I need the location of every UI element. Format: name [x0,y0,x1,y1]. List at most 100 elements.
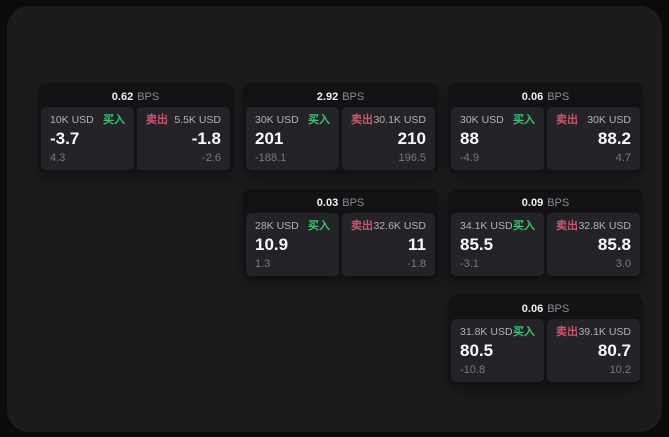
buy-label: 买入 [103,114,125,126]
buy-panel: 34.1K USD 买入 85.5 -3.1 [451,213,544,276]
buy-label: 买入 [308,220,330,232]
bps-value: 0.06 [521,90,544,103]
quote-panels: 31.8K USD 买入 80.5 -10.8 卖出 39.1K USD 80.… [451,319,640,382]
quote-card[interactable]: 0.06 BPS 31.8K USD 买入 80.5 -10.8 卖出 39.1… [448,295,643,385]
sell-value: -1.8 [191,129,221,148]
bps-value: 0.03 [316,196,339,209]
buy-top-row: 31.8K USD 买入 [460,326,535,338]
sell-top-row: 卖出 32.8K USD [556,220,631,232]
sell-delta: -1.8 [407,258,426,270]
sell-panel: 卖出 30.1K USD 210 196.5 [342,107,435,170]
buy-amount: 34.1K USD [460,220,513,232]
buy-panel: 31.8K USD 买入 80.5 -10.8 [451,319,544,382]
sell-top-row: 卖出 39.1K USD [556,326,631,338]
buy-label: 买入 [513,326,535,338]
card-header: 0.06 BPS [451,298,640,319]
quote-cards-grid: 0.62 BPS 10K USD 买入 -3.7 4.3 卖出 5.5K USD… [38,83,643,385]
buy-label: 买入 [308,114,330,126]
sell-label: 卖出 [556,114,578,126]
sell-value: 80.7 [597,341,631,360]
sell-amount: 32.6K USD [373,220,426,232]
card-header: 0.03 BPS [246,192,435,213]
quote-card[interactable]: 0.62 BPS 10K USD 买入 -3.7 4.3 卖出 5.5K USD… [38,83,233,173]
sell-value: 210 [397,129,426,148]
sell-amount: 30K USD [587,114,631,126]
buy-top-row: 34.1K USD 买入 [460,220,535,232]
quote-panels: 34.1K USD 买入 85.5 -3.1 卖出 32.8K USD 85.8… [451,213,640,276]
sell-label: 卖出 [556,326,578,338]
buy-amount: 28K USD [255,220,299,232]
buy-value: 85.5 [460,235,494,254]
sell-label: 卖出 [351,220,373,232]
sell-panel: 卖出 32.6K USD 11 -1.8 [342,213,435,276]
sell-top-row: 卖出 32.6K USD [351,220,426,232]
buy-delta: -3.1 [460,258,479,270]
quote-card[interactable]: 0.06 BPS 30K USD 买入 88 -4.9 卖出 30K USD 8… [448,83,643,173]
buy-panel: 30K USD 买入 88 -4.9 [451,107,544,170]
bps-value: 0.62 [111,90,134,103]
quote-card[interactable]: 0.09 BPS 34.1K USD 买入 85.5 -3.1 卖出 32.8K… [448,189,643,279]
sell-label: 卖出 [146,114,168,126]
sell-delta: 10.2 [609,364,631,376]
buy-amount: 30K USD [255,114,299,126]
buy-value: 80.5 [460,341,494,360]
sell-delta: 196.5 [398,152,426,164]
buy-panel: 28K USD 买入 10.9 1.3 [246,213,339,276]
buy-panel: 30K USD 买入 201 -188.1 [246,107,339,170]
buy-top-row: 30K USD 买入 [460,114,535,126]
buy-top-row: 10K USD 买入 [50,114,125,126]
buy-label: 买入 [513,114,535,126]
sell-amount: 30.1K USD [373,114,426,126]
card-header: 0.06 BPS [451,86,640,107]
buy-delta: -188.1 [255,152,287,164]
sell-value: 88.2 [597,129,631,148]
card-header: 0.09 BPS [451,192,640,213]
buy-delta: -4.9 [460,152,479,164]
quote-panels: 30K USD 买入 88 -4.9 卖出 30K USD 88.2 4.7 [451,107,640,170]
buy-top-row: 28K USD 买入 [255,220,330,232]
bps-value: 0.09 [521,196,544,209]
bps-unit-label: BPS [342,196,365,209]
bps-unit-label: BPS [547,196,570,209]
sell-amount: 32.8K USD [578,220,631,232]
buy-amount: 10K USD [50,114,94,126]
buy-amount: 30K USD [460,114,504,126]
buy-value: 10.9 [255,235,289,254]
card-header: 0.62 BPS [41,86,230,107]
sell-value: 11 [408,235,426,254]
bps-unit-label: BPS [547,90,570,103]
sell-panel: 卖出 5.5K USD -1.8 -2.6 [137,107,230,170]
quote-card[interactable]: 2.92 BPS 30K USD 买入 201 -188.1 卖出 30.1K … [243,83,438,173]
quote-card[interactable]: 0.03 BPS 28K USD 买入 10.9 1.3 卖出 32.6K US… [243,189,438,279]
sell-panel: 卖出 39.1K USD 80.7 10.2 [547,319,640,382]
buy-top-row: 30K USD 买入 [255,114,330,126]
buy-panel: 10K USD 买入 -3.7 4.3 [41,107,134,170]
sell-panel: 卖出 30K USD 88.2 4.7 [547,107,640,170]
sell-top-row: 卖出 30K USD [556,114,631,126]
card-header: 2.92 BPS [246,86,435,107]
sell-delta: 3.0 [615,258,631,270]
sell-value: 85.8 [597,235,631,254]
buy-value: 88 [460,129,479,148]
bps-value: 2.92 [316,90,339,103]
buy-amount: 31.8K USD [460,326,513,338]
buy-value: 201 [255,129,284,148]
sell-label: 卖出 [351,114,373,126]
sell-delta: -2.6 [202,152,221,164]
sell-amount: 39.1K USD [578,326,631,338]
sell-top-row: 卖出 30.1K USD [351,114,426,126]
buy-delta: 1.3 [255,258,271,270]
bps-unit-label: BPS [137,90,160,103]
sell-panel: 卖出 32.8K USD 85.8 3.0 [547,213,640,276]
sell-amount: 5.5K USD [174,114,221,126]
quote-panels: 10K USD 买入 -3.7 4.3 卖出 5.5K USD -1.8 -2.… [41,107,230,170]
bps-unit-label: BPS [342,90,365,103]
bps-value: 0.06 [521,302,544,315]
buy-value: -3.7 [50,129,80,148]
quote-panels: 28K USD 买入 10.9 1.3 卖出 32.6K USD 11 -1.8 [246,213,435,276]
sell-top-row: 卖出 5.5K USD [146,114,221,126]
sell-delta: 4.7 [615,152,631,164]
sell-label: 卖出 [556,220,578,232]
quote-panels: 30K USD 买入 201 -188.1 卖出 30.1K USD 210 1… [246,107,435,170]
buy-label: 买入 [513,220,535,232]
